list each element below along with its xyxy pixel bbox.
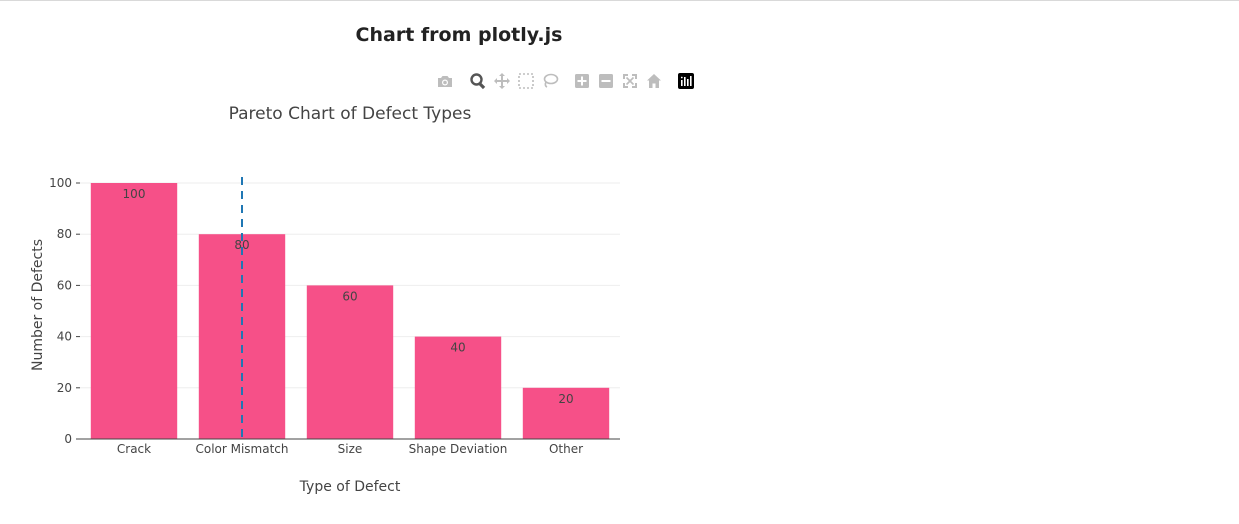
data-label: 20 bbox=[558, 392, 573, 406]
x-tick-label: Other bbox=[549, 442, 583, 456]
zoom-icon[interactable] bbox=[469, 72, 487, 90]
x-tick-label: Crack bbox=[117, 442, 151, 456]
y-tick-label: 60 bbox=[57, 278, 72, 292]
zoom-in-icon[interactable] bbox=[573, 72, 591, 90]
bar-size bbox=[306, 285, 394, 439]
data-label: 100 bbox=[123, 187, 146, 201]
x-tick-label: Shape Deviation bbox=[409, 442, 508, 456]
pareto-chart[interactable]: 100 80 60 40 20 0 20 40 60 80 100 Crack Color Misma… bbox=[0, 95, 640, 515]
y-tick-label: 40 bbox=[57, 330, 72, 344]
data-label: 80 bbox=[234, 238, 249, 252]
y-tick-label: 100 bbox=[49, 176, 72, 190]
axis-layer: 0 20 40 60 80 100 Crack Color Mismatch Size Shape… bbox=[49, 176, 620, 456]
bar-shape-deviation bbox=[414, 336, 502, 439]
zoom-out-icon[interactable] bbox=[597, 72, 615, 90]
lasso-select-icon[interactable] bbox=[541, 72, 559, 90]
x-tick-label: Color Mismatch bbox=[195, 442, 288, 456]
top-divider bbox=[0, 0, 1239, 1]
bar-layer bbox=[90, 183, 610, 439]
y-axis-title: Number of Defects bbox=[30, 239, 46, 371]
reset-axes-icon[interactable] bbox=[645, 72, 663, 90]
pan-icon[interactable] bbox=[493, 72, 511, 90]
chart-title: Pareto Chart of Defect Types bbox=[229, 104, 472, 124]
camera-icon[interactable] bbox=[436, 72, 454, 90]
autoscale-icon[interactable] bbox=[621, 72, 639, 90]
plotly-logo-icon[interactable] bbox=[677, 72, 695, 90]
x-axis-title: Type of Defect bbox=[299, 479, 401, 495]
data-label: 40 bbox=[450, 341, 465, 355]
bar-other bbox=[522, 387, 610, 439]
page-title: Chart from plotly.js bbox=[355, 24, 563, 46]
box-select-icon[interactable] bbox=[517, 72, 535, 90]
y-tick-label: 0 bbox=[64, 432, 72, 446]
data-label: 60 bbox=[342, 289, 357, 303]
x-tick-label: Size bbox=[338, 442, 363, 456]
y-tick-label: 20 bbox=[57, 381, 72, 395]
data-label-layer: 100 80 60 40 20 bbox=[123, 187, 574, 406]
bar-crack bbox=[90, 183, 178, 439]
y-tick-label: 80 bbox=[57, 227, 72, 241]
